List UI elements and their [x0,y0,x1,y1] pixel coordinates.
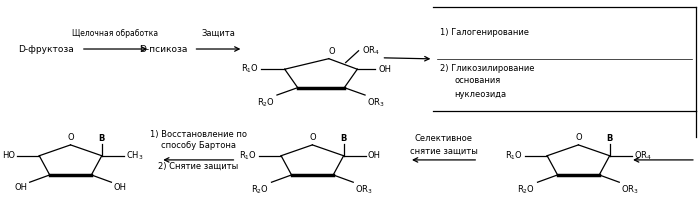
Text: B: B [606,133,612,143]
Text: OH: OH [15,183,27,192]
Text: HO: HO [2,151,15,160]
Text: основания: основания [454,76,500,85]
Text: O: O [67,133,74,142]
Text: 1) Восстановление по: 1) Восстановление по [150,130,247,139]
Text: Щелочная обработка: Щелочная обработка [72,29,158,38]
Text: OR$_4$: OR$_4$ [362,44,380,57]
Text: OH: OH [113,183,127,192]
Text: OR$_3$: OR$_3$ [367,96,385,109]
Text: B: B [340,133,346,143]
Text: CH$_3$: CH$_3$ [126,149,144,162]
Text: снятие защиты: снятие защиты [410,147,477,156]
Text: O: O [309,133,316,142]
Text: R$_1$O: R$_1$O [505,149,523,162]
Text: B: B [99,133,105,143]
Text: D-фруктоза: D-фруктоза [18,44,74,53]
Text: O: O [575,133,582,142]
Text: OR$_4$: OR$_4$ [634,149,652,162]
Text: Защита: Защита [202,29,235,38]
Text: 1) Галогенирование: 1) Галогенирование [440,28,529,37]
Text: 2) Гликозилирование: 2) Гликозилирование [440,64,535,73]
Text: нуклеозида: нуклеозида [454,90,506,99]
Text: OH: OH [378,65,391,74]
Text: O: O [329,48,335,57]
Text: Селективное: Селективное [414,134,472,143]
Text: R$_1$O: R$_1$O [239,149,257,162]
Text: 2) Снятие защиты: 2) Снятие защиты [158,162,239,171]
Text: способу Бартона: способу Бартона [161,141,236,150]
Text: OH: OH [368,151,381,160]
Text: OR$_3$: OR$_3$ [622,183,639,196]
Text: R$_2$O: R$_2$O [257,96,275,109]
Text: D-псикоза: D-псикоза [139,44,188,53]
Text: OR$_3$: OR$_3$ [356,183,373,196]
Text: R$_1$O: R$_1$O [241,63,258,75]
Text: R$_2$O: R$_2$O [251,183,270,196]
Text: R$_2$O: R$_2$O [517,183,536,196]
